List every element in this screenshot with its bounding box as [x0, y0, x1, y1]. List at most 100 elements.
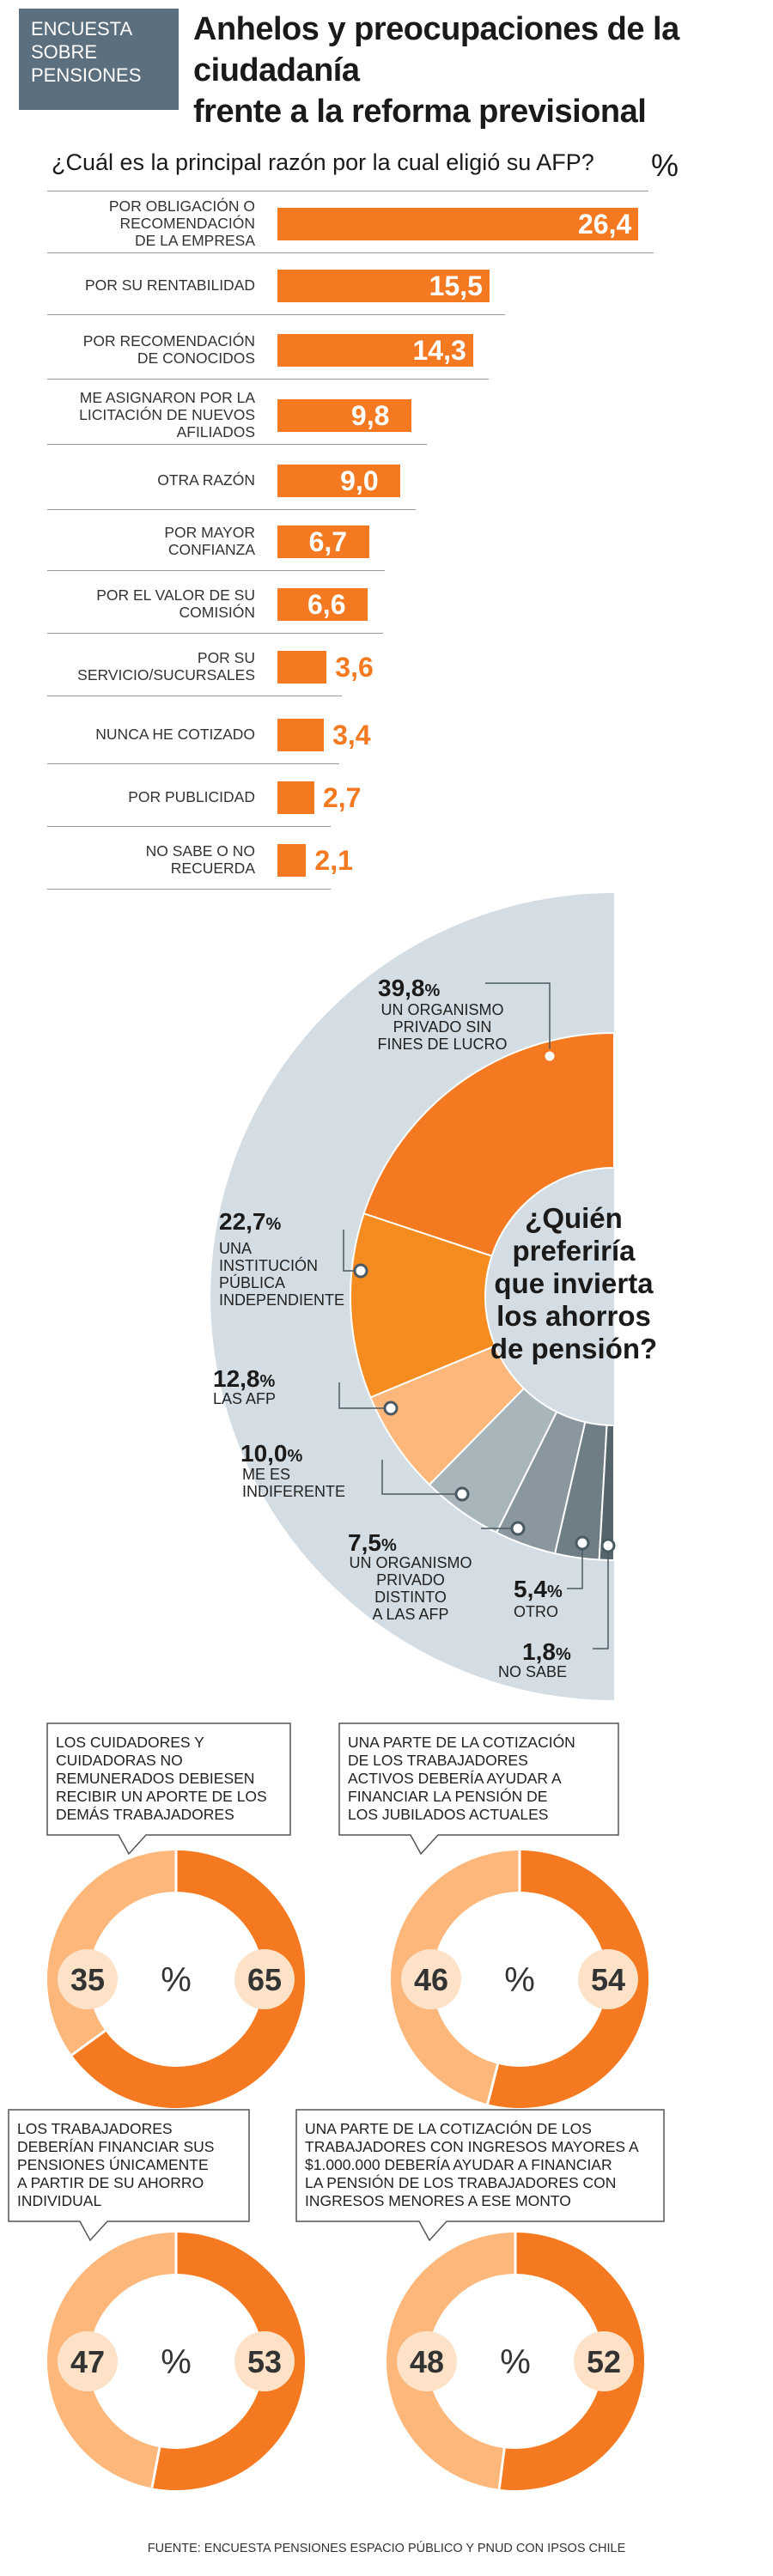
leader-dot [383, 1400, 399, 1416]
statement-text: LOS CUIDADORES Y CUIDADORAS NO REMUNERADOS… [56, 1734, 267, 1823]
agree-value-bg [234, 1949, 295, 2009]
statement-text-line: ACTIVOS DEBERÍA AYUDAR A [348, 1770, 562, 1787]
bar-row: POR SU SERVICIO/SUCURSALES 3,6 [47, 639, 683, 694]
bar-category-label-line: POR RECOMENDACIÓN [82, 332, 255, 349]
bar-row: POR SU RENTABILIDAD 15,5 [47, 258, 683, 313]
leader-dot [510, 1521, 526, 1536]
bar [277, 781, 314, 814]
bar [277, 844, 307, 877]
bar-separator [47, 889, 331, 890]
statement-text-line: PENSIONES ÚNICAMENTE [17, 2155, 209, 2173]
bar-value-label: 2,1 [314, 845, 353, 876]
bar-value-label: 3,4 [332, 720, 371, 750]
survey-tag-line: SOBRE [31, 41, 98, 63]
bar-separator [47, 570, 385, 571]
bar-value-label: 9,0 [340, 465, 379, 496]
bar-value-label: 3,6 [335, 652, 374, 683]
bar [277, 334, 473, 367]
chart-question-line: de pensión? [490, 1333, 657, 1364]
bar-category-label-line: CONFIANZA [167, 541, 255, 558]
bar-category-label-line: ME ASIGNARON POR LA [79, 389, 255, 406]
bar-category-label: POR PUBLICIDAD [47, 769, 255, 824]
slice-unit-label: % [425, 981, 441, 1000]
bar-value-label: 26,4 [578, 209, 632, 240]
statement-text-line: LOS CUIDADORES Y [56, 1734, 204, 1751]
investor-preference-chart: 39,8%UN ORGANISMO PRIVADO SIN FINES DE LUC… [210, 893, 657, 1700]
disagree-value-bg [58, 2331, 118, 2391]
agree-value-label: 65 [247, 1962, 282, 1997]
agree-value-bg [574, 2331, 634, 2391]
bar-category-label-line: DE LA EMPRESA [134, 232, 255, 249]
bar-category-label: OTRA RAZÓN [47, 453, 255, 507]
slice-name-label: NO SABE [498, 1663, 567, 1680]
agree-value-label: 53 [247, 2344, 282, 2379]
bar [277, 208, 638, 240]
bar-separator [47, 633, 383, 634]
percent-sign: % [161, 1961, 192, 1999]
bar-row: ME ASIGNARON POR LA LICITACIÓN DE NUEVOS A… [47, 387, 683, 442]
bar-row: POR RECOMENDACIÓN DE CONOCIDOS 14,3 [47, 322, 683, 377]
slice-divider [70, 2029, 107, 2057]
bar-category-label: POR SU SERVICIO/SUCURSALES [47, 639, 255, 694]
bar-category-label-line: POR MAYOR [164, 524, 255, 541]
bar-chart-title: ¿Cuál es la principal razón por la cual … [52, 149, 594, 175]
statement-bubble [8, 2109, 250, 2242]
bar-separator [47, 509, 417, 510]
leader-dot [454, 1486, 470, 1502]
survey-tag: ENCUESTA SOBRE PENSIONES [19, 9, 179, 110]
chart-question-line: los ahorros [496, 1300, 651, 1332]
agree-value-label: 54 [591, 1962, 625, 1997]
chart-question-line: preferiría [512, 1235, 636, 1267]
statement-text: UNA PARTE DE LA COTIZACIÓN DE LOS TRABAJA… [348, 1733, 575, 1823]
bar-value-label: 14,3 [412, 335, 466, 366]
chart-question: ¿Quién preferiría que invierta los ahorros d… [490, 1202, 657, 1364]
bar-row: NUNCA HE COTIZADO 3,4 [47, 707, 683, 762]
page-title-line: Anhelos y preocupaciones de la ciudadaní… [193, 11, 679, 88]
statement-text-line: REMUNERADOS DEBIESEN [56, 1770, 254, 1787]
slice-name-label-line: NO SABE [498, 1663, 567, 1680]
bar-category-label-line: LICITACIÓN DE NUEVOS [79, 406, 255, 423]
bar-category-label-line: POR SU [197, 649, 255, 666]
bar-category-label-line: RECUERDA [170, 860, 255, 877]
slice-name-label-line: INDIFERENTE [242, 1483, 345, 1500]
bar-separator [47, 826, 331, 827]
bar-category-label-line: NO SABE O NO [145, 842, 255, 860]
pie-slice [362, 1031, 615, 1258]
leader-line [381, 1460, 462, 1495]
slice-name-label: ME ES INDIFERENTE [242, 1466, 345, 1500]
bar-category-label: POR SU RENTABILIDAD [47, 258, 255, 313]
leader-line [567, 1543, 583, 1589]
slice-name-label-line: INSTITUCIÓN [219, 1256, 318, 1274]
statement-text-line: LA PENSIÓN DE LOS TRABAJADORES CON [305, 2173, 616, 2191]
percent-sign: % [504, 1961, 535, 1999]
leader-dot [353, 1263, 368, 1279]
source-note: FUENTE: ENCUESTA PENSIONES ESPACIO PÚBLI… [147, 2542, 626, 2555]
bar [277, 719, 325, 751]
bar-category-label-line: POR PUBLICIDAD [128, 788, 255, 805]
bar-category-label-line: AFILIADOS [176, 423, 255, 440]
bar-category-label-line: POR EL VALOR DE SU [96, 586, 255, 604]
disagree-value-bg [397, 2331, 457, 2391]
bar-category-label-line: POR OBLIGACIÓN O [108, 197, 255, 215]
chart-question-line: ¿Quién [525, 1202, 623, 1234]
bar-separator [47, 444, 427, 445]
slice-name-label-line: PRIVADO [376, 1571, 445, 1589]
bar-category-label: ME ASIGNARON POR LA LICITACIÓN DE NUEVOS A… [47, 387, 255, 442]
agree-value-bg [234, 2331, 295, 2391]
slice-name-label-line: INDEPENDIENTE [219, 1291, 344, 1309]
bar-category-label: NO SABE O NO RECUERDA [47, 832, 255, 887]
statement-text-line: DEBERÍAN FINANCIAR SUS [17, 2138, 214, 2155]
leader-line [485, 982, 551, 1056]
statement-text-line: CUIDADORAS NO [56, 1752, 183, 1769]
statement-text-line: INGRESOS MENORES A ESE MONTO [305, 2192, 571, 2209]
bar [277, 526, 369, 558]
slice-name-label-line: OTRO [514, 1603, 558, 1620]
statement-bubble [338, 1722, 619, 1856]
leader-dot [600, 1538, 616, 1553]
survey-tag-line: PENSIONES [31, 64, 142, 86]
statement-text-line: INDIVIDUAL [17, 2192, 101, 2209]
bar-category-label-line: NUNCA HE COTIZADO [95, 726, 255, 743]
disagree-value-bg [401, 1949, 461, 2009]
statement-text-line: LOS JUBILADOS ACTUALES [348, 1806, 548, 1823]
bar-row: POR PUBLICIDAD 2,7 [47, 769, 683, 824]
